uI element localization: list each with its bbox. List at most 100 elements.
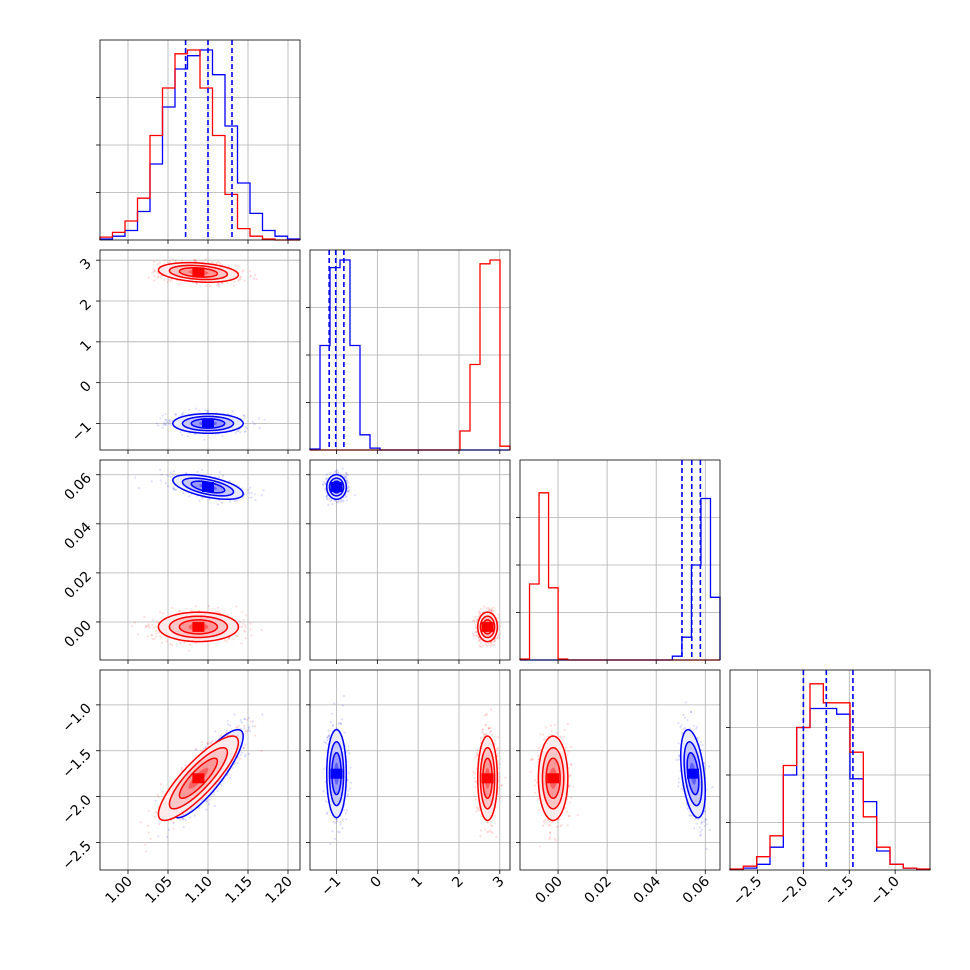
contour-line-series-0 (181, 477, 235, 497)
x-tick-label: 1 (408, 874, 426, 892)
density-peak-series-1 (192, 773, 205, 784)
contour-line-series-1 (541, 746, 565, 810)
contour-line-series-1 (482, 757, 493, 800)
x-tick-label: 0.00 (532, 874, 565, 907)
y-tick-labels: −1 0 1 2 3 0.00 0.02 0.04 0.06 −2.5 −2.0 −1.5 −1.0 (59, 256, 94, 874)
y-tick-label: 1 (77, 337, 95, 355)
panel-frame (99, 39, 301, 241)
contour-line-series-1 (537, 735, 569, 822)
panel-frame (99, 669, 301, 871)
contour-line-series-0 (325, 728, 348, 819)
y-tick-label: −2.5 (59, 838, 94, 873)
scatter-panel-3-1 (309, 669, 511, 871)
panel-frame (99, 459, 301, 661)
panel-frame (519, 669, 721, 871)
y-tick-label: 2 (77, 297, 95, 315)
x-tick-label: 1.05 (142, 874, 175, 907)
density-peak-series-0 (330, 482, 343, 492)
contour-line-series-0 (328, 477, 345, 497)
contour-line-series-1 (157, 261, 240, 283)
density-peak-series-1 (547, 773, 560, 784)
y-tick-label: 0 (77, 378, 95, 396)
density-peak-series-0 (687, 768, 699, 779)
contour-line-series-1 (479, 746, 496, 810)
contour-line-series-0 (181, 415, 235, 432)
contour-line-series-1 (477, 735, 499, 822)
histogram-series-1 (729, 683, 931, 870)
density-peak-series-0 (202, 482, 214, 492)
density-peak-series-1 (481, 773, 494, 784)
panel-frame (519, 459, 721, 661)
panel-frame (309, 459, 511, 661)
contour-line-series-0 (683, 741, 703, 807)
contour-line-series-1 (168, 615, 229, 639)
y-tick-label: 0.02 (61, 568, 94, 601)
x-tick-label: −2.0 (776, 874, 811, 909)
x-tick-label: 0 (368, 874, 386, 892)
x-tick-labels: 1.00 1.05 1.10 1.15 1.20 −1 0 1 2 3 0.00 0.02 0.04 0.… (102, 873, 902, 908)
scatter-panel-2-1 (309, 459, 511, 661)
contour-line-series-0 (686, 751, 700, 796)
contour-line-series-1 (178, 619, 219, 635)
x-tick-label: −1.0 (868, 874, 903, 909)
density-peak-series-0 (330, 768, 343, 779)
y-tick-label: 0.06 (61, 470, 94, 503)
scatter-panel-1-0 (99, 249, 301, 451)
contour-line-series-0 (331, 751, 342, 796)
histogram-panel-2 (516, 459, 721, 661)
panel-frame (99, 249, 301, 451)
y-tick-label: 0.00 (61, 618, 94, 651)
y-tick-label: −1.5 (59, 746, 94, 781)
x-tick-label: 1.15 (222, 874, 255, 907)
panel-frame (729, 669, 931, 871)
histogram-panel-0 (96, 39, 301, 241)
contour-line-series-0 (328, 740, 345, 807)
contour-line-series-1 (479, 615, 496, 639)
y-tick-label: −1 (69, 419, 95, 445)
x-tick-label: 0.06 (680, 873, 713, 906)
contour-line-series-0 (679, 728, 707, 819)
contour-line-series-0 (190, 418, 226, 429)
x-tick-label: 2 (449, 874, 467, 892)
density-peak-series-0 (202, 418, 214, 429)
contour-line-series-0 (172, 412, 244, 435)
contour-line-series-0 (172, 473, 244, 501)
scatter-panel-3-2 (519, 669, 721, 871)
contour-line-series-0 (331, 480, 342, 494)
contour-line-series-1 (178, 757, 219, 800)
x-tick-label: −1.5 (822, 874, 857, 909)
x-tick-label: 1.20 (262, 874, 295, 907)
x-tick-label: 0.02 (582, 874, 615, 907)
contour-line-series-1 (477, 611, 499, 643)
panel-frame (309, 249, 511, 451)
contour-line-series-1 (545, 757, 561, 800)
x-tick-label: 0.04 (631, 873, 664, 906)
contour-line-series-0 (190, 480, 226, 494)
y-tick-label: −2.0 (59, 792, 94, 827)
contour-line-series-1 (157, 611, 240, 643)
y-tick-label: 0.04 (61, 519, 94, 552)
contour-line-series-0 (325, 473, 348, 501)
histogram-panel-3 (726, 669, 931, 871)
density-peak-series-1 (192, 621, 205, 632)
x-tick-label: 1.10 (182, 874, 215, 907)
x-tick-label: 3 (490, 874, 508, 892)
scatter-panel-3-0 (99, 669, 301, 871)
contour-line-series-1 (168, 264, 229, 281)
y-tick-label: −1.0 (59, 700, 94, 735)
y-tick-label: 3 (77, 256, 95, 274)
density-peak-series-1 (481, 621, 494, 632)
contour-line-series-1 (178, 267, 219, 278)
x-tick-label: −1 (318, 874, 344, 900)
panel-frame (309, 669, 511, 871)
contour-line-series-1 (168, 746, 229, 810)
contour-line-series-1 (157, 735, 240, 822)
histogram-series-1 (99, 49, 300, 241)
x-tick-label: −2.5 (730, 874, 765, 909)
scatter-panel-2-0 (99, 459, 301, 661)
panel-background (730, 670, 930, 870)
contour-line-series-1 (482, 619, 493, 635)
x-tick-label: 1.00 (102, 874, 135, 907)
density-peak-series-1 (192, 267, 205, 278)
